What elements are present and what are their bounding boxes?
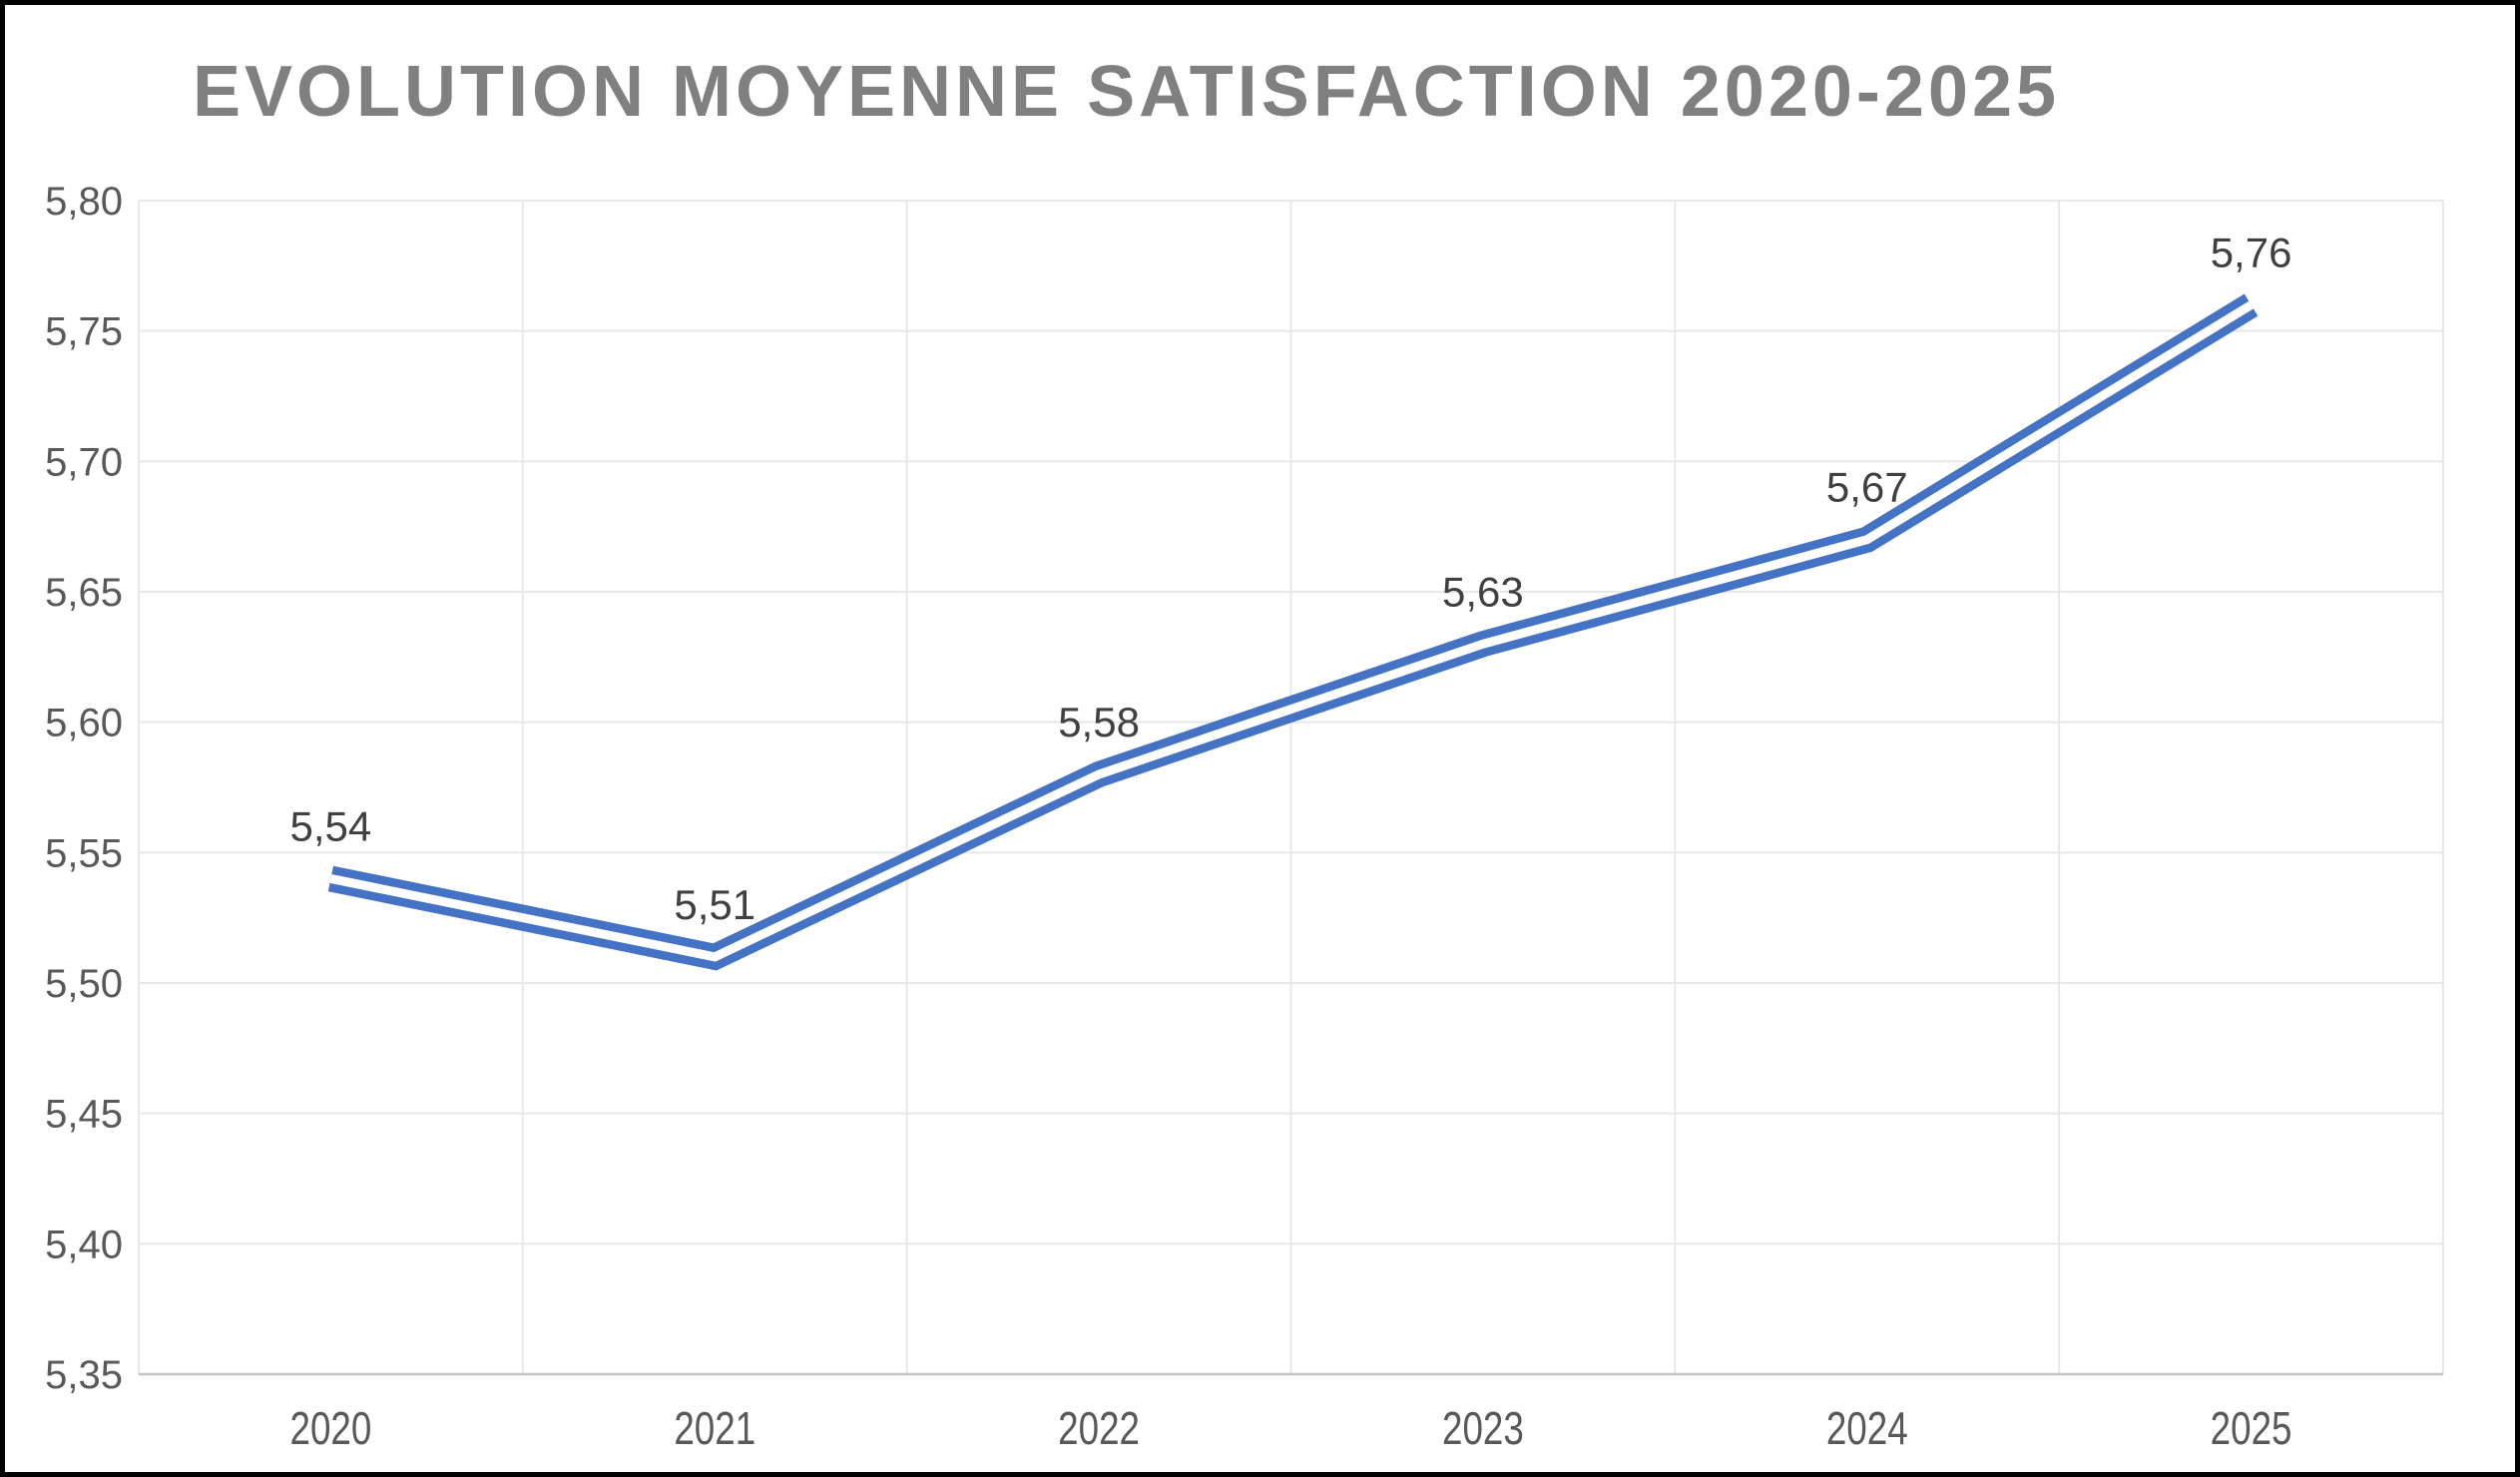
data-point-label: 5,51	[674, 881, 756, 928]
x-axis-tick-label: 2025	[2211, 1402, 2292, 1454]
y-axis-tick-label: 5,65	[45, 571, 123, 615]
x-axis-tick-label: 2023	[1442, 1402, 1524, 1454]
x-axis-tick-label: 2021	[674, 1402, 756, 1454]
data-point-label: 5,54	[290, 802, 372, 849]
y-axis-tick-label: 5,75	[45, 310, 123, 354]
y-axis-tick-label: 5,40	[45, 1223, 123, 1266]
y-axis-tick-label: 5,50	[45, 962, 123, 1006]
y-axis-tick-label: 5,35	[45, 1353, 123, 1397]
series-line-inner	[329, 300, 2254, 962]
satisfaction-line-chart: 5,80 5,75 5,70 5,65 5,60 5,55 5,50 5,45 5,40 5,35…	[45, 180, 2444, 1454]
data-point-label: 5,63	[1442, 568, 1524, 615]
x-axis-tick-label: 2024	[1826, 1402, 1908, 1454]
y-axis-tick-label: 5,70	[45, 440, 123, 484]
y-axis-tick-label: 5,45	[45, 1093, 123, 1137]
x-axis-tick-label: 2022	[1058, 1402, 1140, 1454]
data-point-label: 5,58	[1058, 699, 1140, 745]
y-axis-tick-label: 5,80	[45, 180, 123, 224]
data-point-label: 5,67	[1826, 464, 1908, 511]
data-point-label: 5,76	[2211, 230, 2292, 276]
x-axis-tick-label: 2020	[289, 1402, 371, 1454]
chart-title: EVOLUTION MOYENNE SATISFACTION 2020-2025	[193, 52, 2061, 132]
y-axis-tick-label: 5,55	[45, 831, 123, 875]
y-axis-tick-label: 5,60	[45, 702, 123, 745]
